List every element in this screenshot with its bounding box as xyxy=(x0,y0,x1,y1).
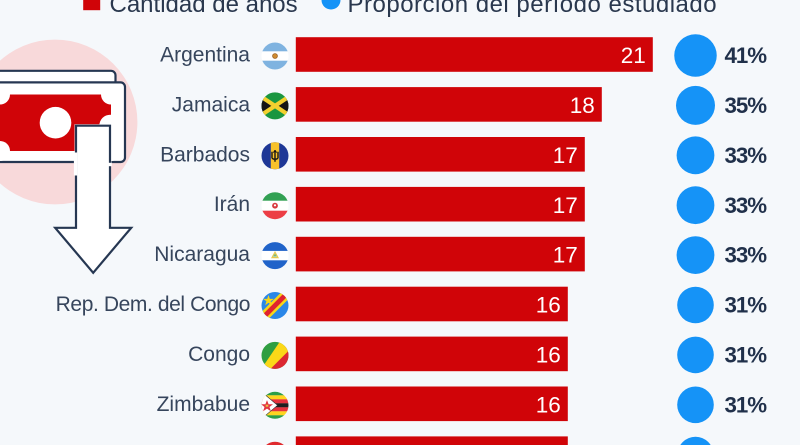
svg-text:Nicaragua: Nicaragua xyxy=(154,243,250,266)
svg-text:Cantidad de años: Cantidad de años xyxy=(110,0,298,18)
svg-text:Congo: Congo xyxy=(188,343,250,366)
svg-text:Argentina: Argentina xyxy=(160,44,250,67)
svg-text:33%: 33% xyxy=(725,243,768,268)
svg-text:16: 16 xyxy=(536,343,561,368)
svg-text:Barbados: Barbados xyxy=(160,143,250,166)
svg-text:33%: 33% xyxy=(725,193,768,218)
svg-text:17: 17 xyxy=(553,143,578,168)
svg-text:18: 18 xyxy=(570,93,595,118)
svg-text:31%: 31% xyxy=(725,343,768,368)
svg-text:16: 16 xyxy=(536,293,561,318)
svg-text:16: 16 xyxy=(536,392,561,417)
svg-text:33%: 33% xyxy=(725,143,768,168)
svg-text:Proporción del período estudia: Proporción del período estudiado xyxy=(348,0,718,18)
svg-text:31%: 31% xyxy=(725,392,768,417)
svg-text:Zimbabue: Zimbabue xyxy=(157,393,250,416)
svg-text:17: 17 xyxy=(553,243,578,268)
svg-text:Rep. Dem. del Congo: Rep. Dem. del Congo xyxy=(56,293,250,316)
svg-text:Jamaica: Jamaica xyxy=(172,93,251,116)
svg-text:Irán: Irán xyxy=(214,193,250,216)
svg-text:35%: 35% xyxy=(725,93,768,118)
svg-text:21: 21 xyxy=(621,43,646,68)
svg-text:17: 17 xyxy=(553,193,578,218)
svg-text:41%: 41% xyxy=(725,43,768,68)
svg-text:31%: 31% xyxy=(725,293,768,318)
